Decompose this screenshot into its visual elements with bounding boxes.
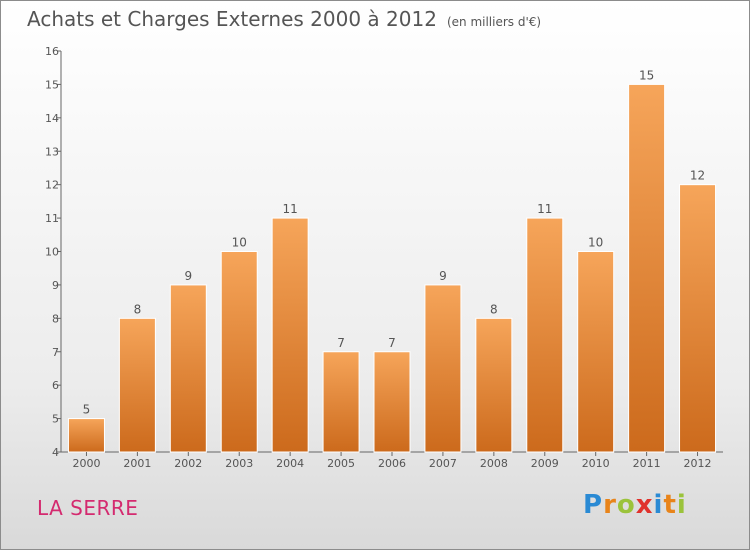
data-label-2001: 8 [134,302,142,316]
bar-2011 [628,83,666,453]
data-label-2005: 7 [337,336,345,350]
commune-name: LA SERRE [37,496,139,520]
title-text: Achats et Charges Externes 2000 à 2012 [27,7,437,31]
y-tick-label: 13 [45,145,59,158]
bar-2005 [322,351,360,453]
logo-letter: P [583,490,604,520]
logo-letter: i [653,490,664,520]
x-tick-label-2008: 2008 [480,457,508,470]
x-tick-label-2004: 2004 [276,457,304,470]
data-label-2011: 15 [639,68,654,82]
bar-2001 [118,317,156,453]
data-label-2010: 10 [588,236,603,250]
logo-letter: r [603,490,617,520]
chart-title: Achats et Charges Externes 2000 à 2012 (e… [27,7,541,31]
data-label-2006: 7 [388,336,396,350]
x-tick-label-2000: 2000 [72,457,100,470]
data-label-2007: 9 [439,269,447,283]
y-tick-label: 16 [45,45,59,58]
proxiti-logo: Proxiti [583,490,687,520]
x-tick-label-2007: 2007 [429,457,457,470]
y-tick-label: 6 [52,379,59,392]
bar-2008 [475,317,513,453]
y-tick-label: 14 [45,112,59,125]
y-tick-label: 9 [52,279,59,292]
data-label-2009: 11 [537,202,552,216]
data-label-2003: 10 [232,236,247,250]
x-tick-label-2001: 2001 [123,457,151,470]
y-tick-label: 11 [45,212,59,225]
bar-2000 [67,418,105,453]
x-tick-label-2002: 2002 [174,457,202,470]
bar-2009 [526,217,564,453]
y-tick-label: 5 [52,413,59,426]
logo-letter: o [616,490,636,520]
y-tick-label: 7 [52,346,59,359]
bar-2007 [424,284,462,453]
y-tick-label: 4 [52,446,59,459]
logo-letter: t [663,490,677,520]
y-tick-label: 12 [45,179,59,192]
data-label-2004: 11 [283,202,298,216]
x-tick-label-2010: 2010 [582,457,610,470]
bar-2006 [373,351,411,453]
bar-2010 [577,251,615,453]
data-label-2012: 12 [690,169,705,183]
unit-label: (en milliers d'€) [446,15,542,29]
x-tick-label-2011: 2011 [633,457,661,470]
y-tick-label: 10 [45,246,59,259]
y-tick-label: 15 [45,78,59,91]
data-label-2008: 8 [490,302,498,316]
logo-letter: x [635,490,654,520]
x-tick-label-2005: 2005 [327,457,355,470]
bar-2012 [679,184,717,453]
bar-2004 [271,217,309,453]
x-tick-label-2003: 2003 [225,457,253,470]
data-label-2002: 9 [184,269,192,283]
data-label-2000: 5 [83,403,91,417]
x-tick-label-2012: 2012 [684,457,712,470]
bar-2003 [220,251,258,453]
x-tick-label-2006: 2006 [378,457,406,470]
y-tick-label: 8 [52,312,59,325]
logo-letter: i [676,490,687,520]
x-tick-label-2009: 2009 [531,457,559,470]
bar-2002 [169,284,207,453]
